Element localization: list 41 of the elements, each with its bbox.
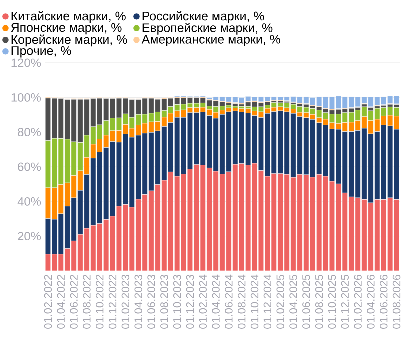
x-tick-label: 01.10.2023	[173, 275, 182, 329]
x-tick-label: 01.02.2022	[44, 275, 52, 329]
y-tick-label: 40%	[18, 197, 42, 206]
x-tick-label: 01.04.2025	[290, 275, 298, 329]
x-tick-label: 01.12.2023	[186, 275, 194, 329]
x-tick-label: 01.06.2025	[302, 275, 310, 329]
x-tick-label: 01.08.2022	[83, 275, 91, 329]
x-tick-label: 01.04.2024	[212, 274, 220, 329]
x-tick-label: 01.08.2023	[160, 275, 168, 329]
x-tick-label: 01.06.2024	[225, 274, 233, 329]
x-tick-label: 01.02.2025	[276, 275, 284, 329]
x-tick-label: 01.02.2026	[354, 275, 362, 329]
y-tick-label: 60%	[18, 162, 42, 172]
y-tick-label: 100%	[12, 93, 42, 102]
legend-label: Американские марки, %	[142, 35, 280, 46]
x-tick-label: 01.12.2025	[341, 275, 350, 329]
legend-label: Российские марки, %	[142, 11, 264, 24]
legend-label: Корейские марки, %	[12, 34, 128, 47]
x-tick-label: 01.12.2024	[264, 274, 272, 329]
x-tick-label: 01.02.2024	[199, 274, 208, 329]
x-tick-label: 01.04.2022	[57, 275, 66, 329]
y-tick-label: 20%	[18, 232, 42, 241]
x-tick-label: 01.04.2026	[367, 275, 375, 329]
x-tick-label: 01.08.2026	[392, 275, 401, 329]
x-tick-label: 01.10.2025	[328, 275, 336, 329]
x-tick-label: 01.08.2024	[238, 274, 246, 329]
y-tick-label: 80%	[18, 128, 42, 137]
x-tick-label: 01.06.2022	[70, 275, 78, 329]
legend-label: Европейские марки, %	[142, 23, 273, 35]
x-tick-label: 01.04.2023	[134, 275, 142, 329]
x-tick-label: 01.02.2023	[122, 275, 130, 329]
x-tick-label: 01.10.2022	[96, 275, 104, 329]
x-tick-label: 01.08.2025	[315, 275, 324, 329]
x-tick-label: 01.06.2023	[148, 275, 156, 329]
x-tick-label: 01.10.2024	[250, 274, 259, 329]
y-tick-label: 120%	[12, 58, 42, 68]
legend-label: Японские марки, %	[11, 23, 122, 35]
legend-label: Китайские марки, %	[12, 11, 126, 24]
x-tick-label: 01.06.2026	[380, 275, 388, 329]
legend-label: Прочие, %	[12, 46, 72, 58]
x-tick-label: 01.12.2022	[108, 275, 117, 329]
